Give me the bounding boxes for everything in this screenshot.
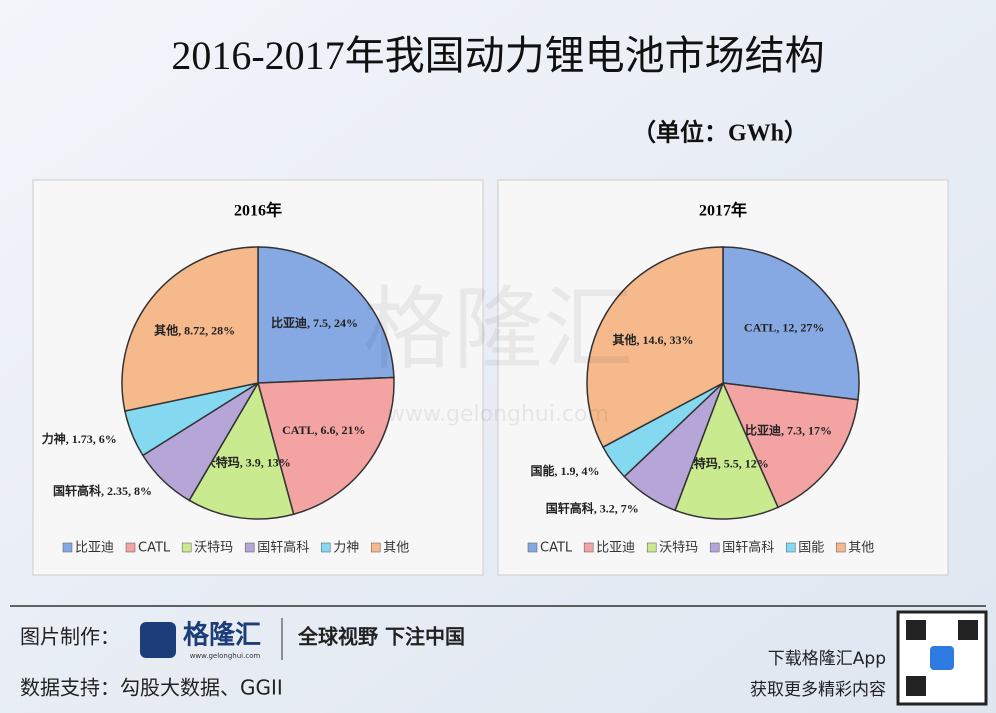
pie-slice <box>257 246 395 384</box>
legend-swatch <box>835 542 846 553</box>
footer-slogan: 全球视野 下注中国 <box>297 625 465 649</box>
legend-swatch <box>709 542 720 553</box>
legend-label: CATL <box>540 541 573 556</box>
legend-label: 力神 <box>333 541 359 556</box>
pie-slice <box>257 376 395 516</box>
legend-swatch <box>785 542 796 553</box>
legend-label: 比亚迪 <box>596 541 635 556</box>
brand-logo <box>140 622 176 658</box>
legend-label: 其他 <box>383 541 409 556</box>
footer-app: 下载格隆汇App <box>768 649 886 669</box>
data-label: 沃特玛, 3.9, 13% <box>204 455 291 470</box>
legend-label: 沃特玛 <box>659 541 698 556</box>
legend-swatch <box>583 542 594 553</box>
footer-made-by: 图片制作： <box>20 625 120 649</box>
legend-label: CATL <box>138 541 171 556</box>
data-label: 国轩高科, 3.2, 7% <box>546 501 639 516</box>
legend-swatch <box>370 542 381 553</box>
legend-swatch <box>320 542 331 553</box>
pie-slice <box>722 246 860 401</box>
pie-slice <box>586 246 724 449</box>
qr-finder <box>906 676 926 696</box>
footer-brand: 格隆汇 <box>183 620 261 651</box>
footer-source: 数据支持：勾股大数据、GGII <box>20 676 283 700</box>
chart-title: 2016年 <box>234 201 282 220</box>
qr-finder <box>906 620 926 640</box>
legend-label: 比亚迪 <box>75 541 114 556</box>
data-label: 国轩高科, 2.35, 8% <box>53 483 152 498</box>
watermark: 格隆汇 <box>363 277 633 382</box>
footer-more: 获取更多精彩内容 <box>750 680 886 700</box>
legend-label: 国轩高科 <box>722 540 774 556</box>
legend-swatch <box>125 542 136 553</box>
data-label: 其他, 8.72, 28% <box>154 322 235 337</box>
data-label: 沃特玛, 5.5, 12% <box>682 455 769 470</box>
legend-swatch <box>527 542 538 553</box>
pie-slice <box>121 246 259 412</box>
data-label: 其他, 14.6, 33% <box>613 332 694 347</box>
qr-logo <box>930 646 954 670</box>
chart-title: 2017年 <box>699 201 747 220</box>
legend-swatch <box>62 542 73 553</box>
legend-swatch <box>646 542 657 553</box>
legend-label: 沃特玛 <box>194 541 233 556</box>
pie-slice <box>674 381 780 520</box>
pie-slice <box>188 381 295 520</box>
data-label: CATL, 12, 27% <box>744 321 824 335</box>
data-label: CATL, 6.6, 21% <box>282 423 365 437</box>
footer-brand-url: www.gelonghui.com <box>190 652 261 660</box>
unit-label: （单位：GWh） <box>632 119 808 147</box>
legend-swatch <box>244 542 255 553</box>
legend-swatch <box>181 542 192 553</box>
legend-label: 其他 <box>848 541 874 556</box>
data-label: 国能, 1.9, 4% <box>530 463 599 478</box>
page-title: 2016-2017年我国动力锂电池市场结构 <box>171 33 824 78</box>
pie-slice <box>721 382 859 509</box>
watermark-url: www.gelonghui.com <box>387 402 609 427</box>
data-label: 比亚迪, 7.3, 17% <box>745 422 832 437</box>
qr-finder <box>958 620 978 640</box>
legend-label: 国能 <box>798 541 824 556</box>
data-label: 比亚迪, 7.5, 24% <box>271 315 358 330</box>
legend-label: 国轩高科 <box>257 540 309 556</box>
data-label: 力神, 1.73, 6% <box>42 431 117 446</box>
